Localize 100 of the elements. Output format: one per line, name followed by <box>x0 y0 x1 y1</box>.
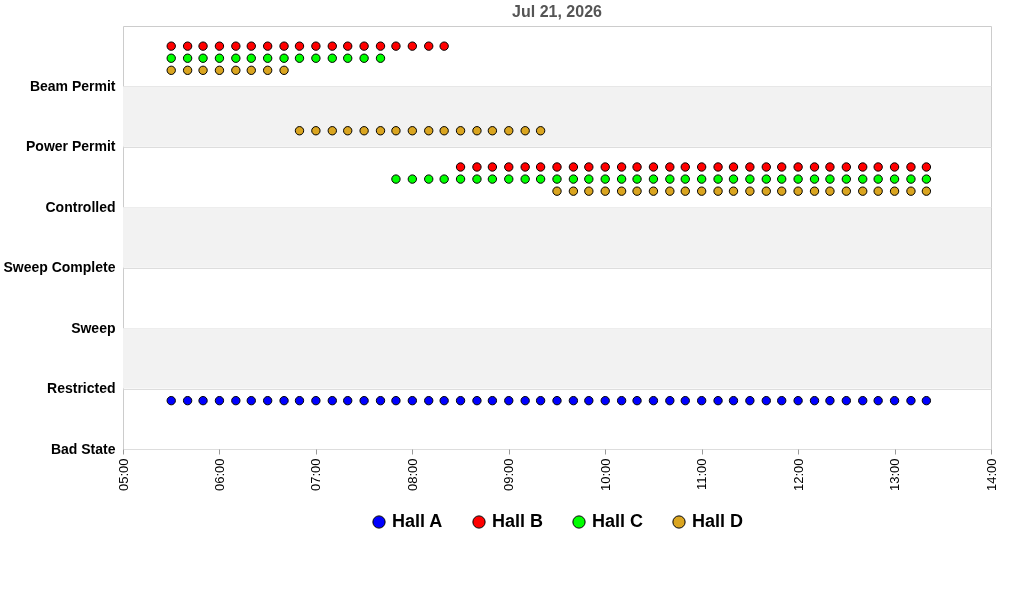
point <box>728 162 739 172</box>
point <box>504 126 514 136</box>
point <box>294 41 305 51</box>
point <box>487 395 498 406</box>
point <box>231 53 241 63</box>
point <box>809 186 820 196</box>
x-tick-label: 13:00 <box>887 458 903 492</box>
point <box>858 174 868 184</box>
point <box>327 126 337 136</box>
category-label: Bad State <box>50 440 116 457</box>
point <box>391 395 401 406</box>
x-tick-label: 11:00 <box>694 458 710 491</box>
point <box>375 126 386 136</box>
point <box>198 41 208 51</box>
point <box>198 53 208 63</box>
category-label: Sweep Complete <box>3 259 116 276</box>
point <box>921 186 932 196</box>
point <box>921 395 932 406</box>
point <box>472 126 482 136</box>
chart-title: Jul 21, 2026 <box>512 3 603 20</box>
point <box>231 395 241 406</box>
point <box>696 395 707 406</box>
point <box>246 53 256 63</box>
point <box>504 162 514 172</box>
point <box>294 126 305 136</box>
point <box>632 174 642 184</box>
point <box>327 395 337 406</box>
point <box>680 174 690 184</box>
point <box>648 162 659 172</box>
point <box>487 162 498 172</box>
point <box>761 186 771 196</box>
point <box>535 174 546 184</box>
point <box>535 162 546 172</box>
point <box>793 174 803 184</box>
point <box>182 395 193 406</box>
point <box>439 41 449 51</box>
x-tick-label: 06:00 <box>211 458 227 492</box>
point <box>809 174 820 184</box>
point <box>745 174 755 184</box>
point <box>728 395 739 406</box>
point <box>279 53 289 63</box>
point <box>648 395 659 406</box>
point <box>439 174 449 184</box>
point <box>343 395 353 406</box>
point <box>600 395 610 406</box>
point <box>858 162 868 172</box>
point <box>262 41 273 51</box>
point <box>761 174 771 184</box>
point <box>825 174 835 184</box>
point <box>520 162 530 172</box>
legend-label: Hall C <box>592 511 644 531</box>
point <box>906 395 916 406</box>
point <box>166 395 176 406</box>
point <box>520 174 530 184</box>
point <box>455 162 466 172</box>
point <box>375 395 386 406</box>
point <box>535 126 546 136</box>
point <box>198 395 208 406</box>
point <box>906 186 916 196</box>
point <box>359 126 369 136</box>
point <box>279 41 289 51</box>
point <box>294 53 305 63</box>
point <box>504 174 514 184</box>
point <box>921 162 932 172</box>
point <box>632 395 642 406</box>
point <box>568 395 579 406</box>
point <box>841 162 852 172</box>
category-label: Controlled <box>45 198 116 215</box>
point <box>182 65 193 75</box>
point <box>311 395 321 406</box>
point <box>279 65 289 75</box>
point <box>214 53 225 63</box>
point <box>921 174 932 184</box>
point <box>407 174 418 184</box>
point <box>696 162 707 172</box>
point <box>665 162 675 172</box>
point <box>728 174 739 184</box>
point <box>680 162 690 172</box>
point <box>745 395 755 406</box>
point <box>520 126 530 136</box>
point <box>777 395 787 406</box>
point <box>680 186 690 196</box>
point <box>166 65 176 75</box>
point <box>713 186 723 196</box>
x-tick-label: 12:00 <box>790 458 806 492</box>
point <box>777 162 787 172</box>
x-tick-label: 10:00 <box>597 458 613 492</box>
point <box>311 41 321 51</box>
point <box>600 174 610 184</box>
x-tick-label: 14:00 <box>983 458 999 492</box>
point <box>407 126 418 136</box>
point <box>391 41 401 51</box>
point <box>487 126 498 136</box>
point <box>568 186 579 196</box>
point <box>793 162 803 172</box>
point <box>424 395 434 406</box>
point <box>745 186 755 196</box>
point <box>648 186 659 196</box>
point <box>262 53 273 63</box>
point <box>616 186 627 196</box>
